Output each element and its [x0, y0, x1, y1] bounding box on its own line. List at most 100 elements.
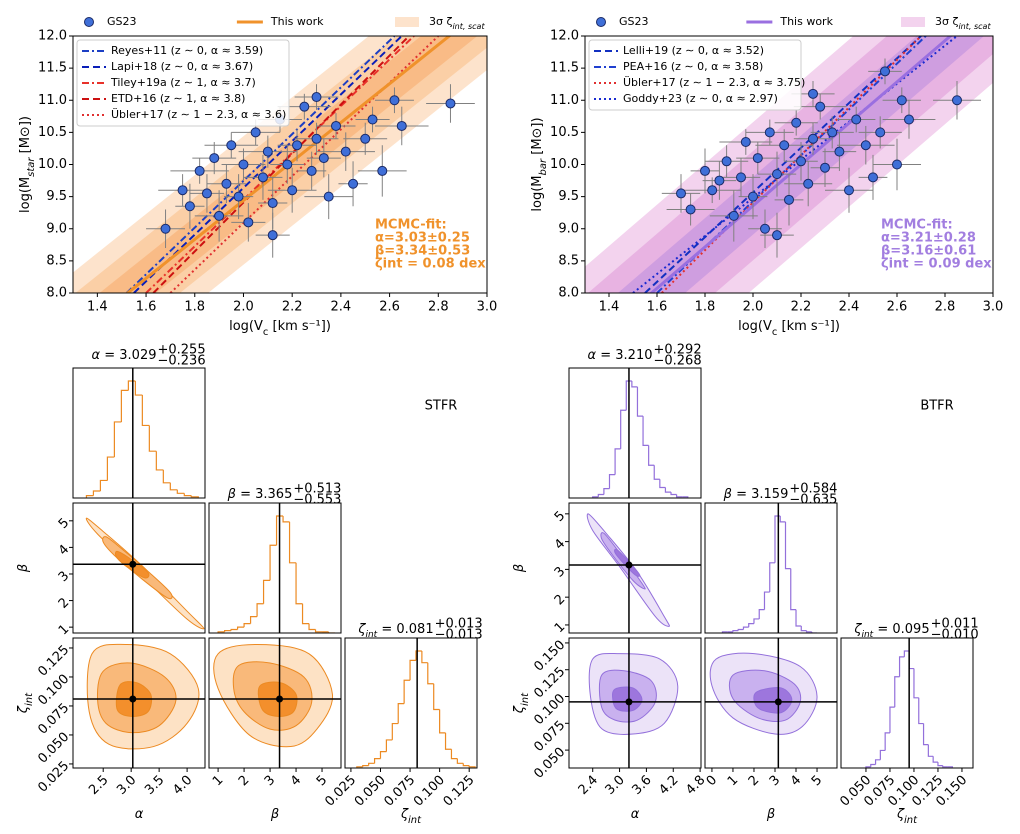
y-tick-label: 9.0 [46, 221, 67, 236]
literature-line [133, 36, 403, 293]
x-tick-label: 2.5 [86, 773, 111, 798]
y-tick-label: 10.5 [38, 125, 67, 140]
x-tick-label: 2.4 [839, 300, 860, 315]
title-err-minus: −0.635 [789, 493, 837, 508]
legend-label: Übler+17 (z ∼ 1 − 2.3, α ≈ 3.6) [111, 108, 286, 121]
x-tick-label: 3.0 [603, 773, 628, 798]
point [323, 191, 334, 202]
x-tick-label: 5 [314, 773, 330, 789]
x-axis-label: β [270, 807, 279, 822]
histogram-bin [421, 651, 428, 664]
y-tick-label: 5 [56, 516, 72, 532]
panel-title: α = 3.210 [588, 348, 653, 363]
title-median: 3.029 [119, 348, 156, 363]
title-err-minus: −0.010 [931, 628, 979, 643]
panel [73, 503, 205, 633]
axis-symbol: ζ [896, 807, 905, 822]
y-axis-label-part: [M⊙]) [18, 116, 33, 157]
point [752, 153, 763, 164]
y-tick-label: 2 [56, 595, 72, 611]
y-tick-label: 0.125 [35, 643, 72, 680]
title-err-plus: +0.584 [789, 482, 837, 497]
panel [705, 638, 837, 768]
histogram-bin [879, 749, 886, 760]
point [221, 178, 232, 189]
legend-label-part: GS23 [107, 15, 137, 28]
histogram-bin [391, 722, 399, 740]
point [700, 165, 710, 176]
panel-frame [840, 637, 974, 769]
point [808, 133, 818, 144]
histogram-bin [456, 758, 464, 764]
point [292, 140, 303, 151]
point [904, 114, 914, 125]
y-axis-label-sub: star [26, 157, 37, 177]
point [299, 101, 310, 112]
axis-symbol: ζ [400, 807, 409, 822]
histogram-bin [262, 579, 271, 604]
x-tick-label: 2.2 [791, 300, 812, 315]
title-symbol: β [227, 487, 236, 502]
axis-symbol: ζ [512, 705, 527, 714]
title-eq: = [100, 348, 119, 363]
panel-frame [72, 502, 206, 634]
histogram-bin [937, 762, 943, 767]
y-tick-label: 10.0 [550, 157, 579, 172]
y-tick-label: 8.0 [558, 286, 579, 301]
point [880, 66, 890, 77]
annotation: β=3.16±0.61 [881, 244, 976, 259]
histogram-bin [288, 521, 297, 564]
y-tick-label: 4 [56, 542, 72, 558]
histogram-bin [753, 618, 760, 624]
point [860, 140, 871, 151]
x-tick-label: 1.4 [599, 300, 620, 315]
point [318, 153, 329, 164]
legend-label: ETD+16 (z ∼ 1, α ≈ 3.8) [111, 92, 245, 105]
point [214, 210, 225, 221]
title-median: 0.081 [396, 622, 433, 637]
point [736, 172, 746, 183]
histogram-bin [397, 703, 405, 724]
histogram-bin [670, 492, 677, 496]
panel [569, 503, 701, 633]
axis-symbol: α [631, 807, 640, 822]
y-tick-label: 9.0 [558, 221, 579, 236]
histogram-bin [636, 386, 644, 417]
title-err-minus: −0.013 [435, 628, 483, 643]
panel-title: ζint = 0.081 [357, 622, 433, 640]
histogram-bin [898, 656, 905, 677]
legend-label-part: 3σ ζ [429, 15, 452, 28]
histogram-bin [403, 679, 411, 704]
point [834, 146, 845, 157]
histogram-bin [913, 668, 919, 699]
title-err-minus: −0.236 [157, 354, 205, 369]
axis-symbol: ζ [16, 705, 31, 714]
axis-sub: int [904, 815, 918, 826]
x-tick-label: 2.8 [428, 300, 449, 315]
annotation: MCMC-fit: [881, 218, 953, 233]
point [340, 146, 351, 157]
y-tick-label: 11.0 [38, 93, 67, 108]
legend-label: GS23 [619, 15, 649, 28]
y-axis-label: ζint [512, 692, 531, 714]
point [875, 127, 886, 138]
point [760, 223, 770, 234]
axis-sub: int [520, 692, 531, 706]
legend-box [76, 39, 290, 127]
x-tick-label: 2 [746, 773, 762, 789]
histogram-bin [362, 765, 369, 767]
point [377, 165, 388, 176]
histogram-bin [427, 662, 434, 685]
legend-patch [395, 17, 419, 27]
histogram-bin [444, 732, 452, 750]
histogram-bin [790, 568, 797, 611]
x-tick-label: 1.6 [136, 300, 157, 315]
point [784, 194, 794, 205]
x-tick-label: 1 [210, 773, 226, 789]
histogram-bin [223, 630, 232, 632]
point [685, 204, 696, 215]
corner-label: BTFR [920, 399, 953, 414]
panel-frame [344, 637, 478, 769]
x-tick-label: 2.2 [282, 300, 303, 315]
x-tick-label: 1.6 [647, 300, 668, 315]
